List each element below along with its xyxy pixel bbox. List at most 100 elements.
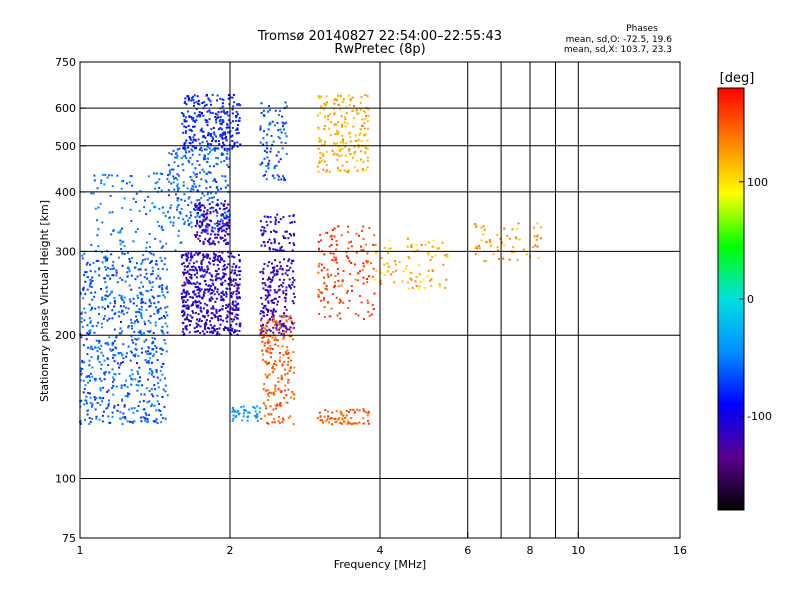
scatter-point (199, 220, 201, 223)
scatter-point (165, 350, 168, 353)
scatter-point (101, 296, 104, 299)
scatter-point (183, 199, 186, 202)
scatter-point (161, 396, 164, 398)
scatter-point (154, 237, 157, 240)
scatter-point (340, 234, 343, 237)
scatter-point (92, 192, 95, 195)
scatter-point (260, 324, 263, 327)
scatter-point (208, 203, 211, 205)
scatter-point (277, 322, 280, 325)
scatter-point (82, 379, 85, 382)
scatter-point (215, 311, 218, 314)
scatter-point (100, 351, 103, 354)
scatter-point (201, 141, 204, 144)
scatter-point (349, 153, 352, 155)
scatter-point (106, 357, 109, 360)
scatter-point (103, 359, 106, 362)
scatter-point (184, 97, 187, 100)
scatter-point (162, 245, 164, 248)
scatter-point (126, 271, 129, 274)
scatter-point (91, 324, 94, 327)
scatter-point (89, 379, 91, 382)
scatter-point (360, 245, 362, 248)
scatter-point (119, 327, 122, 330)
scatter-point (168, 194, 170, 197)
scatter-point (135, 304, 138, 307)
scatter-point (126, 392, 129, 395)
scatter-point (337, 94, 340, 97)
scatter-point (198, 148, 201, 151)
scatter-point (267, 300, 270, 303)
scatter-point (159, 370, 162, 373)
scatter-point (161, 206, 164, 209)
scatter-point (213, 196, 215, 199)
scatter-point (282, 235, 285, 238)
scatter-point (192, 136, 195, 139)
scatter-point (275, 324, 278, 327)
scatter-point (267, 128, 270, 131)
scatter-point (226, 233, 229, 235)
scatter-point (155, 350, 158, 353)
scatter-point (269, 289, 272, 292)
scatter-point (164, 322, 167, 325)
scatter-point (366, 166, 369, 169)
scatter-point (194, 202, 197, 205)
scatter-point (273, 418, 276, 421)
scatter-point (235, 329, 238, 332)
scatter-point (327, 415, 330, 418)
scatter-point (260, 417, 263, 420)
scatter-point (267, 393, 270, 396)
scatter-point (216, 163, 219, 166)
scatter-point (131, 420, 134, 423)
scatter-point (223, 207, 226, 210)
scatter-point (333, 418, 336, 421)
scatter-point (143, 276, 146, 279)
scatter-point (159, 410, 162, 412)
scatter-point (201, 274, 204, 277)
scatter-point (214, 192, 217, 195)
scatter-point (281, 285, 284, 288)
scatter-point (263, 342, 266, 344)
scatter-point (126, 395, 129, 398)
scatter-point (170, 168, 173, 171)
scatter-point (88, 317, 91, 320)
scatter-point (318, 96, 321, 99)
scatter-point (271, 421, 274, 424)
scatter-point (215, 118, 217, 121)
scatter-point (360, 301, 363, 304)
scatter-point (215, 273, 218, 276)
scatter-point (286, 264, 289, 267)
scatter-point (359, 158, 362, 161)
scatter-point (332, 293, 334, 295)
scatter-point (271, 262, 273, 265)
scatter-point (155, 369, 158, 372)
scatter-point (223, 326, 226, 329)
scatter-point (180, 111, 183, 114)
scatter-point (262, 143, 265, 146)
scatter-point (347, 169, 350, 172)
scatter-point (238, 273, 241, 276)
scatter-point (124, 280, 127, 283)
scatter-point (160, 317, 163, 319)
scatter-point (356, 169, 359, 172)
scatter-point (233, 308, 236, 311)
scatter-point (289, 287, 292, 290)
scatter-point (81, 359, 84, 362)
scatter-point (270, 392, 273, 395)
scatter-point (159, 307, 162, 310)
scatter-point (266, 389, 269, 392)
scatter-point (266, 264, 269, 267)
scatter-point (267, 374, 269, 377)
scatter-point (118, 294, 121, 297)
scatter-point (163, 315, 165, 317)
scatter-point (259, 271, 262, 274)
scatter-point (132, 240, 135, 243)
scatter-point (267, 320, 270, 323)
scatter-point (98, 267, 101, 270)
scatter-point (339, 141, 342, 144)
scatter-point (333, 113, 336, 116)
scatter-point (205, 148, 208, 151)
scatter-point (119, 229, 122, 232)
scatter-point (149, 368, 152, 371)
scatter-point (284, 373, 287, 376)
